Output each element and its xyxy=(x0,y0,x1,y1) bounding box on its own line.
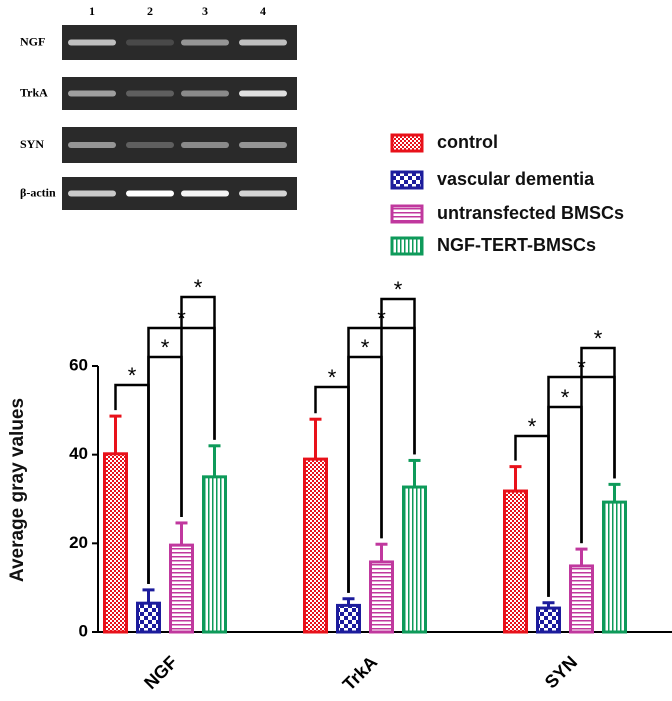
gel-band xyxy=(239,142,287,148)
y-tick-label: 20 xyxy=(69,533,88,552)
bar xyxy=(369,560,394,634)
gel-row-label: TrkA xyxy=(20,85,48,99)
bar xyxy=(103,452,128,634)
y-tick-label: 0 xyxy=(79,621,88,640)
legend-label: vascular dementia xyxy=(437,169,595,189)
bar xyxy=(336,603,361,634)
bar xyxy=(602,500,627,634)
lane-label: 2 xyxy=(147,4,153,18)
bar xyxy=(503,489,528,634)
legend-swatch xyxy=(390,170,424,190)
gel-band xyxy=(239,39,287,46)
significance-bracket xyxy=(347,355,383,593)
bar xyxy=(569,564,594,634)
significance-star: * xyxy=(128,363,137,388)
gel-band xyxy=(68,190,116,197)
gel-band xyxy=(126,190,174,197)
bar xyxy=(303,457,328,634)
significance-star: * xyxy=(361,335,370,360)
legend-label: untransfected BMSCs xyxy=(437,203,624,223)
bar xyxy=(169,543,194,634)
gel-band xyxy=(181,190,229,197)
significance-bracket xyxy=(380,297,416,539)
gel-band xyxy=(126,90,174,97)
gel-band xyxy=(181,90,229,97)
bar xyxy=(402,485,427,634)
y-axis-label: Average gray values xyxy=(7,398,28,582)
significance-star: * xyxy=(394,277,403,302)
lane-label: 3 xyxy=(202,4,208,18)
gel-band xyxy=(126,39,174,46)
lane-label: 4 xyxy=(260,4,266,18)
y-tick-label: 60 xyxy=(69,355,88,374)
legend-label: NGF-TERT-BMSCs xyxy=(437,235,596,255)
legend-swatch xyxy=(390,204,424,224)
gel-row-label: β-actin xyxy=(20,185,56,199)
gel-band xyxy=(68,90,116,97)
bar xyxy=(536,606,561,634)
gel-band xyxy=(68,39,116,46)
significance-star: * xyxy=(194,275,203,300)
bar xyxy=(202,475,227,634)
gel-band xyxy=(68,142,116,148)
x-tick-label: NGF xyxy=(140,652,181,693)
gel-band xyxy=(239,90,287,97)
significance-bracket xyxy=(580,346,616,544)
gel-row-label: NGF xyxy=(20,34,45,48)
lane-label: 1 xyxy=(89,4,95,18)
significance-star: * xyxy=(328,365,337,390)
legend-label: control xyxy=(437,132,498,152)
gel-band xyxy=(181,142,229,148)
legend-swatch xyxy=(390,236,424,256)
bar xyxy=(136,601,161,634)
significance-bracket xyxy=(180,295,216,517)
significance-star: * xyxy=(561,385,570,410)
x-tick-label: SYN xyxy=(541,652,581,692)
x-tick-label: TrkA xyxy=(339,652,381,694)
significance-star: * xyxy=(528,414,537,439)
significance-star: * xyxy=(594,326,603,351)
legend-swatch xyxy=(390,133,424,153)
y-tick-label: 40 xyxy=(69,444,88,463)
significance-star: * xyxy=(161,335,170,360)
gel-band xyxy=(126,142,174,148)
gel-band xyxy=(239,190,287,197)
gel-row-label: SYN xyxy=(20,137,44,151)
gel-band xyxy=(181,39,229,46)
